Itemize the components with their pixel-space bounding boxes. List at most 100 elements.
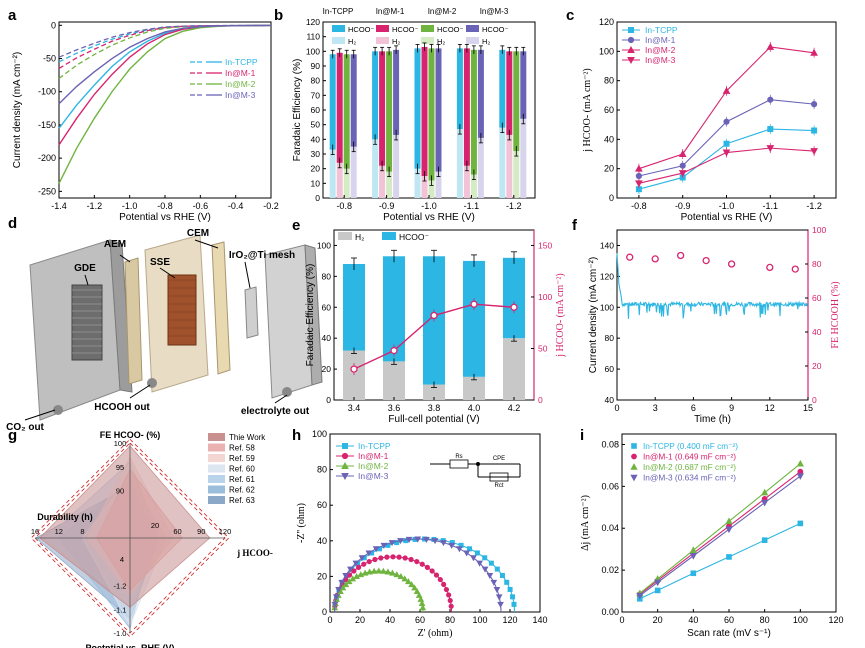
x-tick-label: 3.6 [388,403,401,413]
legend-label: Ref. 59 [229,454,255,463]
fe-marker [766,263,774,272]
marker-circle [402,555,408,561]
radar-tick-label: 100 [114,439,127,448]
y-tick-label: 70 [311,90,321,100]
x-tick-label: 4.2 [508,403,521,413]
x-tick-label: 80 [445,615,455,625]
panel-label: g [8,427,17,444]
marker-square [628,27,634,33]
gde-mesh [71,284,103,361]
x-tick-label: 0 [327,615,332,625]
y-tick-label-right: 40 [812,327,822,337]
y-axis-label-right: j HCOO- (mA cm⁻²) [555,273,566,358]
y-tick-label-right: 80 [812,259,822,269]
co2-outlet [53,405,63,415]
legend-swatch [208,475,225,483]
bar-hcoo [456,48,463,130]
panel-g: 100 95 90 120 90 60 -1.0 -1.1 -1.2 16 12 8 20 4 FE HCO… [30,430,273,648]
y-tick-label: 40 [317,536,327,546]
x-tick-label: -1.2 [506,201,522,211]
bar-h2 [336,162,343,198]
marker-circle [419,561,425,567]
legend-label: In@M-1 (0.649 mF cm⁻²) [643,452,736,462]
panel-label: f [572,217,578,234]
x-tick-label: -1.4 [51,201,67,211]
y-tick-label-right: 100 [538,292,552,302]
marker-square [499,573,505,579]
legend-swatch [376,37,389,44]
bar-h2 [343,350,365,400]
y-tick-label-right: 60 [812,293,822,303]
legend-swatch [421,37,434,44]
marker-circle [448,603,454,609]
y-tick-label: 20 [317,571,327,581]
bar-hcoo [343,54,350,169]
bar-hcoo [513,51,520,152]
marker-triangle-down [347,566,354,573]
marker-circle [408,556,414,563]
label-sse: SSE [150,257,170,268]
legend-label: HCOO⁻ [399,232,430,242]
y-tick-label-right: 100 [812,225,826,235]
y-tick-label: -200 [38,153,56,163]
bar-hcoo [336,52,343,163]
legend-label: H₂ [482,37,490,46]
fit-curve [333,556,453,613]
y-tick-label: 0 [322,607,327,617]
marker-triangle [722,86,731,94]
y-tick-label: 0.08 [601,439,619,449]
x-tick-label: 100 [793,615,808,625]
y-tick-label-right: 20 [812,361,822,371]
legend-label: In@M-1 [358,451,389,461]
legend-label: In-TCPP [358,441,391,451]
x-tick-label: -0.9 [379,201,395,211]
panel-label: b [274,7,283,24]
bar-h2 [421,176,428,198]
radar-axis-label: Durability (h) [37,512,93,522]
marker-circle [631,453,637,460]
panel-d: AEM CEM GDE SSE IrO₂@Ti mesh CO₂ out HCOOH out… [6,228,323,433]
fe-marker [727,260,736,268]
bar-h2 [428,180,435,198]
x-tick-label: 40 [385,615,395,625]
pointer [84,274,89,286]
marker-triangle-down [431,538,439,545]
j-marker [510,303,518,311]
x-tick-label: -1.2 [87,201,103,211]
bar-h2 [477,137,484,198]
marker-triangle-down [493,586,501,593]
bar-hcoo [372,51,379,140]
panel-h: 0 20 40 60 80 100 120 140020406080100In-TCPPIn@… [296,429,548,639]
marker-square [488,560,494,566]
x-tick-label: -0.2 [263,201,279,211]
label-cem: CEM [187,228,209,239]
panel-label: i [580,427,584,444]
marker-circle [429,568,435,574]
panel-c: -0.8 -0.9 -1.0 -1.1 -1.2 0 20 40 60 80 100 120 In-TC… [582,17,837,223]
legend-swatch [466,25,479,32]
fit-line [639,522,801,600]
x-tick-label: -1.0 [719,201,735,211]
legend-label: In@M-1 [645,35,676,45]
panel-b: 0 10 20 30 40 50 60 70 80 90 100 110 120 HCOO⁻ HCOO⁻ HC… [292,7,536,223]
marker-triangle-down [630,474,638,482]
radar-outline [30,438,230,638]
bar-hcoo [414,48,421,169]
sse-core [167,274,197,346]
j-marker [430,311,438,320]
y-tick-label: 60 [311,105,321,115]
marker-triangle [339,584,347,591]
y-tick-label: 10 [311,178,321,188]
y-tick-label-right: 150 [538,240,552,250]
radar-center-tick: 20 [151,521,159,530]
legend-label: In@M-3 [358,471,389,481]
legend-label: H₂ [392,37,400,46]
y-tick-label-right: 0 [538,395,543,405]
marker-triangle [627,45,635,53]
y-tick-label: -150 [38,120,56,130]
x-axis-label: Z' (ohm) [418,628,453,639]
marker-triangle-down [332,594,340,601]
x-tick-label: 100 [472,615,487,625]
marker-triangle [361,569,369,576]
x-axis-label: Scan rate (mV s⁻¹) [687,628,771,639]
